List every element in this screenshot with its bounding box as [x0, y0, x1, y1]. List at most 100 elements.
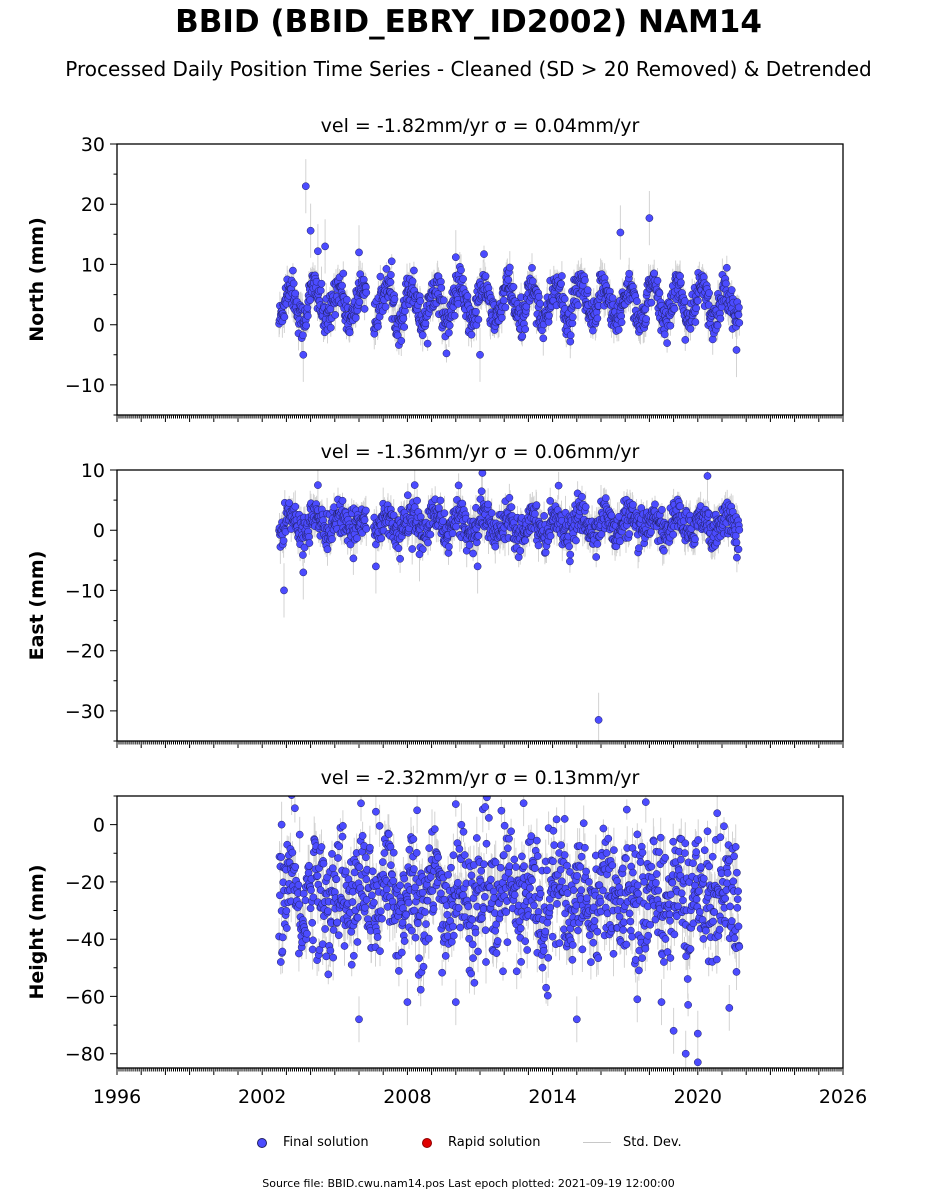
data-point [438, 968, 446, 977]
data-point [709, 917, 717, 926]
data-point [410, 266, 418, 275]
y-tick-label: −20 [65, 641, 105, 663]
data-point [421, 319, 430, 328]
data-point [453, 878, 462, 887]
data-point [497, 806, 506, 815]
legend-label-sd: Std. Dev. [623, 1135, 682, 1150]
data-point [314, 481, 322, 489]
stddev-bars-east [278, 470, 740, 741]
data-point [619, 926, 628, 934]
data-point [491, 858, 500, 867]
points-east [275, 470, 744, 724]
data-point [642, 315, 651, 323]
data-point [644, 931, 653, 940]
data-point [455, 845, 464, 853]
data-point [666, 954, 675, 962]
data-point [689, 859, 697, 868]
data-point [560, 815, 569, 823]
data-point [546, 497, 555, 505]
data-point [334, 931, 343, 940]
data-point [568, 313, 577, 321]
data-point [467, 871, 476, 880]
data-point [712, 955, 721, 964]
data-point [474, 531, 483, 540]
data-point [347, 927, 356, 936]
data-point [504, 275, 513, 284]
data-point [677, 855, 685, 864]
x-ticks-north [116, 415, 844, 422]
data-point [655, 289, 664, 298]
data-point [278, 947, 287, 956]
panel-east: −30 −20 −10 0 10 vel = -1.36mm/yr σ = 0.06mm/… [26, 441, 844, 748]
data-point [574, 926, 582, 935]
data-point [393, 331, 402, 340]
data-point [526, 884, 534, 892]
data-point [734, 922, 743, 931]
data-point [356, 884, 365, 892]
data-point [419, 962, 428, 971]
data-point [376, 947, 384, 955]
x-ticks-east [116, 741, 844, 748]
data-point [721, 894, 730, 903]
data-point [633, 830, 642, 839]
data-point [397, 948, 406, 957]
data-point [309, 893, 318, 902]
data-point [726, 902, 734, 911]
y-tick-label: 20 [81, 194, 105, 216]
data-point [668, 878, 677, 887]
data-point [720, 822, 728, 831]
data-point [277, 853, 286, 861]
data-point [382, 265, 391, 273]
data-point [581, 843, 589, 852]
data-point [521, 325, 530, 334]
data-point [532, 501, 541, 509]
data-point [476, 350, 484, 359]
data-point [413, 806, 421, 815]
data-point [634, 889, 642, 898]
data-point [735, 942, 744, 951]
data-point [355, 298, 364, 306]
data-point [301, 896, 310, 905]
data-point [299, 350, 308, 359]
data-point [378, 858, 387, 866]
data-point [507, 827, 515, 836]
data-point [734, 310, 743, 319]
data-point [389, 511, 398, 520]
data-point [343, 295, 351, 304]
x-tick-label: 2014 [528, 1086, 576, 1108]
data-point [703, 472, 712, 480]
data-point [424, 538, 432, 547]
data-point [681, 336, 690, 344]
data-point [523, 946, 532, 954]
data-point [303, 312, 312, 320]
data-point [672, 912, 681, 921]
data-point [289, 279, 298, 288]
data-point [291, 289, 300, 298]
data-point [679, 896, 687, 905]
data-point [471, 928, 480, 937]
data-point [647, 298, 656, 307]
data-point [705, 862, 713, 871]
data-point [543, 866, 551, 875]
data-point [484, 500, 492, 509]
data-point [654, 886, 663, 895]
data-point [516, 924, 525, 933]
data-point [472, 834, 481, 842]
data-point [704, 301, 713, 309]
data-point [695, 908, 704, 916]
data-point [727, 917, 736, 925]
data-point [306, 904, 315, 913]
source-footer: Source file: BBID.cwu.nam14.pos Last epo… [262, 1177, 675, 1190]
data-point [650, 269, 659, 278]
data-point [705, 289, 713, 297]
data-point [291, 502, 300, 511]
data-point [691, 535, 699, 544]
data-point [449, 922, 457, 931]
data-point [583, 286, 592, 294]
data-point [638, 848, 647, 857]
data-point [666, 890, 675, 899]
y-tick-label: −30 [65, 701, 105, 723]
data-point [576, 863, 585, 871]
y-axis-label-north: North (mm) [26, 217, 48, 342]
y-ticks-north [110, 143, 117, 416]
